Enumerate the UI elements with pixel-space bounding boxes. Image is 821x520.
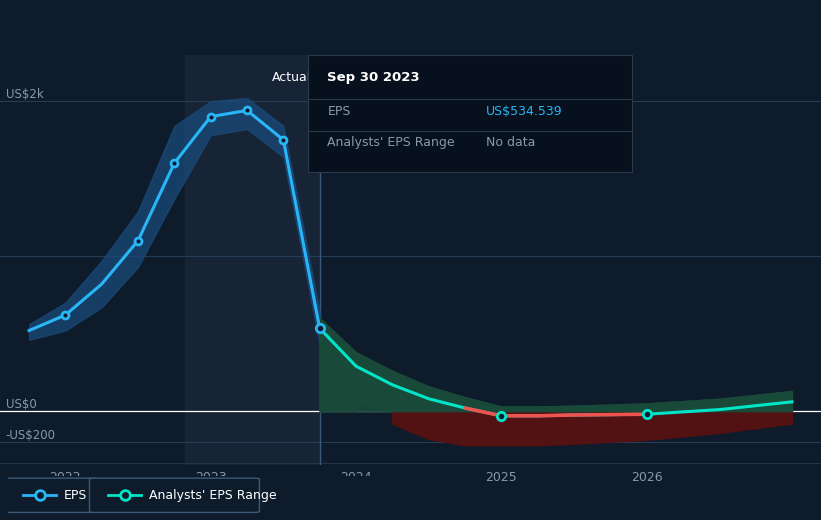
Text: Analysts' EPS Range: Analysts' EPS Range	[328, 136, 455, 149]
FancyBboxPatch shape	[89, 478, 259, 513]
Text: No data: No data	[486, 136, 535, 149]
Text: US$534.539: US$534.539	[486, 105, 563, 118]
Text: Analysts' EPS Range: Analysts' EPS Range	[149, 489, 276, 502]
Text: EPS: EPS	[64, 489, 87, 502]
Text: EPS: EPS	[328, 105, 351, 118]
Text: US$0: US$0	[6, 398, 37, 411]
Text: US$2k: US$2k	[6, 88, 44, 101]
FancyBboxPatch shape	[4, 478, 97, 513]
Text: Sep 30 2023: Sep 30 2023	[328, 71, 420, 84]
Text: Analysts Forecasts: Analysts Forecasts	[328, 71, 445, 84]
Text: -US$200: -US$200	[6, 429, 56, 442]
Bar	[185, 55, 319, 465]
Text: Actual: Actual	[272, 71, 311, 84]
